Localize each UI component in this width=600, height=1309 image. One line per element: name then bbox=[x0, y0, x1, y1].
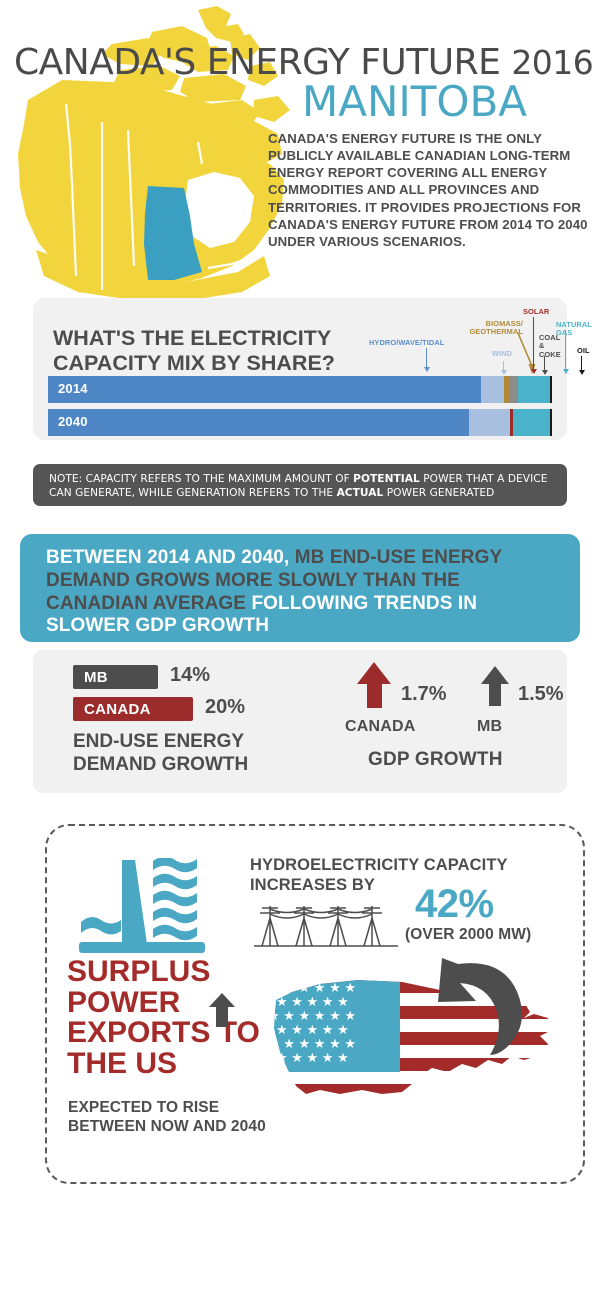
oil-section: OIL PRODUCTION DECLINES OVERALL AS TIGHT… bbox=[0, 1185, 600, 1309]
badge-mb: MB bbox=[73, 665, 158, 689]
page-title-text: CANADA'S ENERGY FUTURE bbox=[14, 42, 512, 83]
capacity-mix-panel: WHAT'S THE ELECTRICITY CAPACITY MIX BY S… bbox=[33, 298, 592, 440]
bar-year-label-2040: 2040 bbox=[58, 414, 88, 429]
legend-label-wind: WIND bbox=[492, 349, 513, 358]
surplus-subtext: EXPECTED TO RISE BETWEEN NOW AND 2040 bbox=[68, 1099, 266, 1136]
stacked-bar-2040 bbox=[48, 409, 552, 436]
legend-label-natural-gas: NATURAL GAS bbox=[556, 320, 592, 336]
capacity-mix-title: WHAT'S THE ELECTRICITY CAPACITY MIX BY S… bbox=[53, 326, 335, 376]
legend-arrow-solar bbox=[530, 317, 537, 374]
bar-segment bbox=[48, 376, 482, 403]
up-arrow-icon-canada bbox=[357, 662, 391, 708]
bar-year-label-2014: 2014 bbox=[58, 381, 88, 396]
intro-paragraph: CANADA'S ENERGY FUTURE IS THE ONLY PUBLI… bbox=[268, 131, 588, 249]
up-arrow-icon-mb bbox=[481, 666, 509, 712]
up-arrow-icon-surplus bbox=[209, 993, 235, 1027]
svg-text:★ ★ ★ ★ ★: ★ ★ ★ ★ ★ bbox=[276, 1050, 349, 1065]
capacity-bar-row-2014: 2014 bbox=[48, 376, 552, 403]
hydro-headline: HYDROELECTRICITY CAPACITY INCREASES BY bbox=[250, 856, 508, 895]
svg-text:★ ★ ★ ★ ★ ★: ★ ★ ★ ★ ★ ★ bbox=[268, 980, 356, 995]
svg-text:★ ★ ★ ★ ★: ★ ★ ★ ★ ★ bbox=[276, 994, 349, 1009]
bar-segment bbox=[48, 409, 469, 436]
canada-map-icon bbox=[18, 6, 290, 300]
label-canada-gdp: CANADA bbox=[345, 718, 416, 735]
legend-arrow-natural-gas bbox=[562, 330, 569, 374]
surplus-headline: SURPLUS POWER EXPORTS TO THE US bbox=[67, 955, 260, 1080]
note-box: NOTE: CAPACITY REFERS TO THE MAXIMUM AMO… bbox=[33, 464, 567, 506]
transmission-towers-icon bbox=[254, 906, 398, 947]
hydro-dam-icon bbox=[79, 858, 205, 953]
page-subtitle: MANITOBA bbox=[302, 77, 528, 126]
bar-segment bbox=[468, 409, 511, 436]
demand-banner-text: BETWEEN 2014 AND 2040, MB END-USE ENERGY… bbox=[46, 547, 502, 637]
bar-segment bbox=[510, 409, 513, 436]
legend-arrow-coal bbox=[541, 356, 548, 375]
stats-panel: MB 14% CANADA 20% END-USE ENERGY DEMAND … bbox=[33, 650, 567, 793]
legend-arrow-oil bbox=[578, 356, 585, 375]
bar-segment bbox=[550, 409, 552, 436]
svg-text:★ ★ ★ ★ ★: ★ ★ ★ ★ ★ bbox=[276, 1022, 349, 1037]
svg-text:★ ★ ★ ★ ★ ★: ★ ★ ★ ★ ★ ★ bbox=[268, 1036, 356, 1051]
header-section: CANADA'S ENERGY FUTURE 2016 MANITOBA CAN… bbox=[0, 0, 600, 300]
capacity-bar-row-2040: 2040 bbox=[48, 409, 552, 436]
bar-segment bbox=[517, 376, 551, 403]
legend-arrow-wind bbox=[500, 361, 507, 375]
demand-banner: BETWEEN 2014 AND 2040, MB END-USE ENERGY… bbox=[20, 534, 580, 642]
bar-segment bbox=[504, 376, 511, 403]
us-flag-map-icon: ★ ★ ★ ★ ★ ★ ★ ★ ★ ★ ★ ★ ★ ★ ★ ★ ★ ★ ★ ★ … bbox=[268, 958, 552, 1094]
legend-label-oil: OIL bbox=[577, 346, 590, 355]
value-canada-gdp: 1.7% bbox=[401, 683, 447, 705]
bar-segment bbox=[550, 376, 552, 403]
svg-text:★ ★ ★ ★ ★ ★: ★ ★ ★ ★ ★ ★ bbox=[268, 1008, 356, 1023]
hydro-percent-sub: (OVER 2000 MW) bbox=[405, 926, 532, 943]
legend-label-biomass: BIOMASS/ GEOTHERMAL bbox=[469, 319, 523, 337]
legend-label-hydro: HYDRO/WAVE/TIDAL bbox=[369, 338, 445, 347]
demand-growth-label: END-USE ENERGY DEMAND GROWTH bbox=[73, 731, 249, 776]
label-mb-gdp: MB bbox=[477, 718, 503, 735]
note-text: NOTE: CAPACITY REFERS TO THE MAXIMUM AMO… bbox=[49, 473, 548, 500]
page-title: CANADA'S ENERGY FUTURE 2016 bbox=[14, 45, 600, 81]
legend-arrow-hydro bbox=[423, 348, 430, 372]
bar-segment bbox=[510, 376, 518, 403]
value-mb-demand: 14% bbox=[170, 664, 211, 686]
curved-down-arrow-icon bbox=[438, 958, 522, 1055]
title-block: CANADA'S ENERGY FUTURE 2016 MANITOBA bbox=[14, 45, 600, 123]
value-canada-demand: 20% bbox=[205, 696, 246, 718]
page-title-year: 2016 bbox=[511, 43, 594, 82]
value-mb-gdp: 1.5% bbox=[518, 683, 564, 705]
bar-segment bbox=[512, 409, 551, 436]
hydro-percent-value: 42% bbox=[415, 882, 494, 926]
legend-label-solar: SOLAR bbox=[523, 307, 550, 316]
badge-canada: CANADA bbox=[73, 697, 193, 721]
gdp-growth-label: GDP GROWTH bbox=[368, 749, 503, 770]
bar-segment bbox=[481, 376, 505, 403]
hydro-panel: HYDROELECTRICITY CAPACITY INCREASES BY bbox=[45, 824, 585, 1184]
stacked-bar-2014 bbox=[48, 376, 552, 403]
legend-label-coal: COAL & COKE bbox=[539, 333, 561, 359]
